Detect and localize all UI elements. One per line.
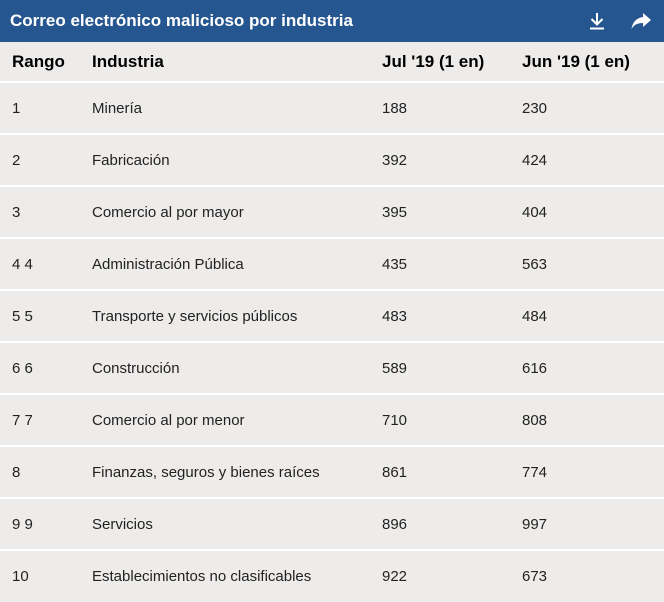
table-body: 1 Minería 188 230 2 Fabricación 392 424 3 Comerci… [0, 82, 664, 602]
rank-cell: 3 [0, 186, 80, 239]
column-header-industry[interactable]: Industria [80, 42, 370, 83]
table-row: 5 5 Transporte y servicios públicos 483 484 [0, 290, 664, 343]
jun-value-cell: 997 [510, 498, 664, 551]
rank-cell: 1 [0, 82, 80, 135]
rank-cell: 2 [0, 134, 80, 187]
industry-cell: Servicios [80, 498, 370, 551]
jun-value-cell: 563 [510, 238, 664, 291]
industry-cell: Comercio al por menor [80, 394, 370, 447]
jun-value-cell: 616 [510, 342, 664, 395]
industry-cell: Transporte y servicios públicos [80, 290, 370, 343]
jun-value-cell: 484 [510, 290, 664, 343]
jul-value-cell: 435 [370, 238, 510, 291]
jun-value-cell: 673 [522, 568, 548, 585]
jun-value-cell: 774 [510, 446, 664, 499]
jul-value-cell: 483 [370, 290, 510, 343]
industry-cell: Construcción [80, 342, 370, 395]
table-row: 8 Finanzas, seguros y bienes raíces 861 774 [0, 446, 664, 499]
table-row: 9 9 Servicios 896 997 [0, 498, 664, 551]
table-header-row: Rango Industria Jul '19 (1 en) Jun '19 (… [0, 42, 664, 83]
rank-cell: 7 7 [0, 394, 80, 447]
jul-value-cell: 395 [370, 186, 510, 239]
column-header-rank[interactable]: Rango [0, 42, 80, 83]
industry-cell: Minería [80, 82, 370, 135]
jun-value-cell: 808 [510, 394, 664, 447]
industry-cell: Fabricación [80, 134, 370, 187]
jul-value-cell: 896 [370, 498, 510, 551]
table-row: 7 7 Comercio al por menor 710 808 [0, 394, 664, 447]
jul-value-cell: 188 [370, 82, 510, 135]
rank-cell: 10 [12, 568, 29, 585]
industry-cell: Establecimientos no clasificables [92, 568, 312, 585]
jul-value-cell: 589 [370, 342, 510, 395]
jun-value-cell: 424 [510, 134, 664, 187]
rank-cell: 4 4 [0, 238, 80, 291]
rank-cell: 9 9 [0, 498, 80, 551]
column-header-jul[interactable]: Jul '19 (1 en) [370, 42, 510, 83]
widget-header: Correo electrónico malicioso por industr… [0, 0, 664, 42]
download-icon[interactable] [584, 8, 610, 34]
table-row: 4 4 Administración Pública 435 563 [0, 238, 664, 291]
jul-value-cell: 710 [370, 394, 510, 447]
table-row: 1 Minería 188 230 [0, 82, 664, 135]
industry-table: Rango Industria Jul '19 (1 en) Jun '19 (… [0, 42, 664, 602]
jul-value-cell: 922 [382, 568, 408, 585]
table-row: 2 Fabricación 392 424 [0, 134, 664, 187]
jul-value-cell: 861 [370, 446, 510, 499]
jul-value-cell: 392 [370, 134, 510, 187]
table-row: 10 Establecimientos no clasificables 922 67… [0, 550, 664, 602]
rank-cell: 6 6 [0, 342, 80, 395]
share-arrow-icon[interactable] [628, 8, 654, 34]
jun-value-cell: 230 [510, 82, 664, 135]
rank-cell: 8 [0, 446, 80, 499]
industry-cell: Comercio al por mayor [80, 186, 370, 239]
widget-title: Correo electrónico malicioso por industr… [10, 11, 353, 30]
industry-cell: Finanzas, seguros y bienes raíces [80, 446, 370, 499]
table-row: 3 Comercio al por mayor 395 404 [0, 186, 664, 239]
industry-cell: Administración Pública [80, 238, 370, 291]
table-row: 6 6 Construcción 589 616 [0, 342, 664, 395]
jun-value-cell: 404 [510, 186, 664, 239]
column-header-jun[interactable]: Jun '19 (1 en) [510, 42, 664, 83]
rank-cell: 5 5 [0, 290, 80, 343]
